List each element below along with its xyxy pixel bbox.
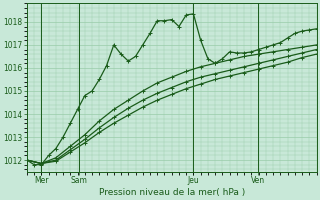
X-axis label: Pression niveau de la mer( hPa ): Pression niveau de la mer( hPa ) (99, 188, 245, 197)
